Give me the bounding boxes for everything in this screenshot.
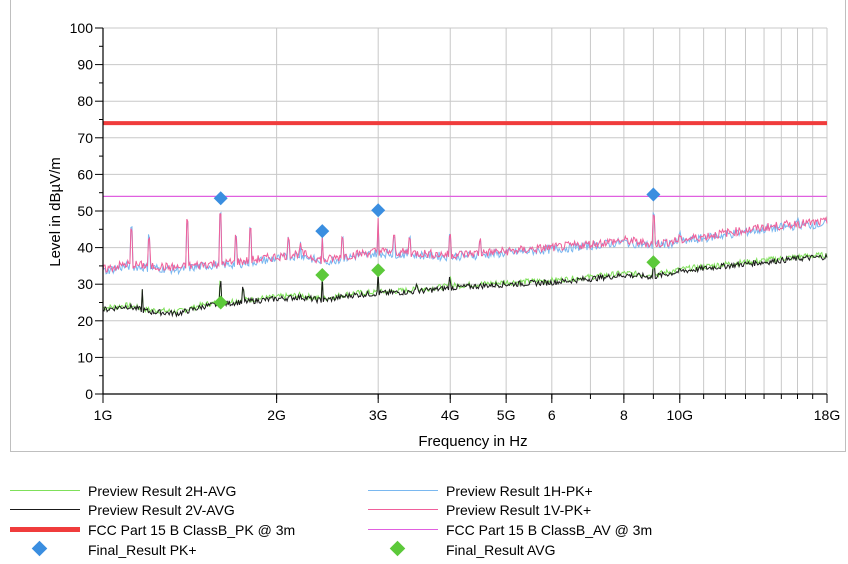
legend-label: Preview Result 2V-AVG [88, 501, 235, 518]
final-result-marker [371, 263, 386, 278]
legend-swatch [368, 501, 438, 518]
final-result-marker [646, 255, 661, 270]
legend-label: Final_Result AVG [446, 541, 556, 558]
y-tick-label: 70 [77, 130, 93, 146]
x-tick-label: 1G [94, 407, 113, 423]
x-tick-label: 10G [667, 407, 693, 423]
legend-item: Preview Result 2H-AVG [10, 482, 236, 499]
legend-item: Preview Result 1V-PK+ [368, 501, 591, 518]
legend-label: Preview Result 1H-PK+ [446, 482, 593, 499]
legend-item: FCC Part 15 B ClassB_PK @ 3m [10, 521, 295, 538]
y-tick-label: 40 [77, 240, 93, 256]
y-tick-label: 30 [77, 276, 93, 292]
legend-swatch [10, 482, 80, 499]
grid [102, 27, 828, 395]
legend-item: Preview Result 1H-PK+ [368, 482, 593, 499]
y-tick-label: 50 [77, 203, 93, 219]
final-result-marker [315, 224, 330, 239]
legend-label: FCC Part 15 B ClassB_PK @ 3m [88, 521, 296, 538]
line-swatch-icon [368, 529, 438, 530]
x-tick-label: 4G [441, 407, 460, 423]
legend-label: FCC Part 15 B ClassB_AV @ 3m [446, 521, 653, 538]
line-swatch-icon [10, 509, 80, 510]
diamond-icon [389, 540, 406, 557]
y-tick-label: 20 [77, 313, 93, 329]
y-tick-label: 90 [77, 57, 93, 73]
series-line [102, 251, 828, 315]
line-swatch-icon [368, 509, 438, 510]
legend-item: Preview Result 2V-AVG [10, 501, 235, 518]
y-tick-label: 60 [77, 166, 93, 182]
final-result-marker [315, 268, 330, 283]
y-tick-label: 10 [77, 349, 93, 365]
legend-swatch [368, 540, 438, 558]
x-tick-label: 3G [369, 407, 388, 423]
legend-label: Preview Result 2H-AVG [88, 482, 237, 499]
legend-swatch [368, 521, 438, 538]
line-swatch-icon [10, 490, 80, 491]
line-swatch-icon [10, 527, 80, 532]
x-tick-label: 5G [497, 407, 516, 423]
axes: 0 10 20 30 40 50 60 70 80 90 100 1G 2G 3G 4G 5G 6 8 10G 18G [70, 20, 841, 423]
x-tick-label: 6 [548, 407, 556, 423]
line-swatch-icon [368, 490, 438, 491]
legend-item: Final_Result PK+ [10, 540, 197, 558]
y-tick-label: 100 [70, 20, 94, 36]
final-result-marker [213, 295, 228, 310]
legend-item: Final_Result AVG [368, 540, 556, 558]
x-tick-label: 2G [267, 407, 286, 423]
final-result-marker [371, 203, 386, 218]
legend-swatch [10, 540, 80, 558]
chart-frame: 0 10 20 30 40 50 60 70 80 90 100 1G 2G 3G 4G 5G 6 8 10G 18G… [10, 0, 846, 452]
series-line [102, 213, 828, 273]
legend-swatch [10, 521, 80, 538]
legend-item: FCC Part 15 B ClassB_AV @ 3m [368, 521, 652, 538]
y-tick-label: 0 [85, 386, 93, 402]
final-result-marker [646, 187, 661, 202]
legend-label: Preview Result 1V-PK+ [446, 501, 592, 518]
series-layer [102, 121, 828, 318]
legend-swatch [10, 501, 80, 518]
diamond-icon [31, 540, 48, 557]
legend-label: Final_Result PK+ [88, 541, 197, 558]
y-tick-label: 80 [77, 93, 93, 109]
x-axis-label: Frequency in Hz [418, 433, 527, 450]
final-result-marker [213, 191, 228, 206]
x-tick-label: 18G [814, 407, 840, 423]
y-axis-label: Level in dBµV/m [47, 157, 64, 267]
chart-svg: 0 10 20 30 40 50 60 70 80 90 100 1G 2G 3G 4G 5G 6 8 10G 18G… [47, 20, 841, 450]
x-tick-label: 8 [620, 407, 628, 423]
legend-swatch [368, 482, 438, 499]
